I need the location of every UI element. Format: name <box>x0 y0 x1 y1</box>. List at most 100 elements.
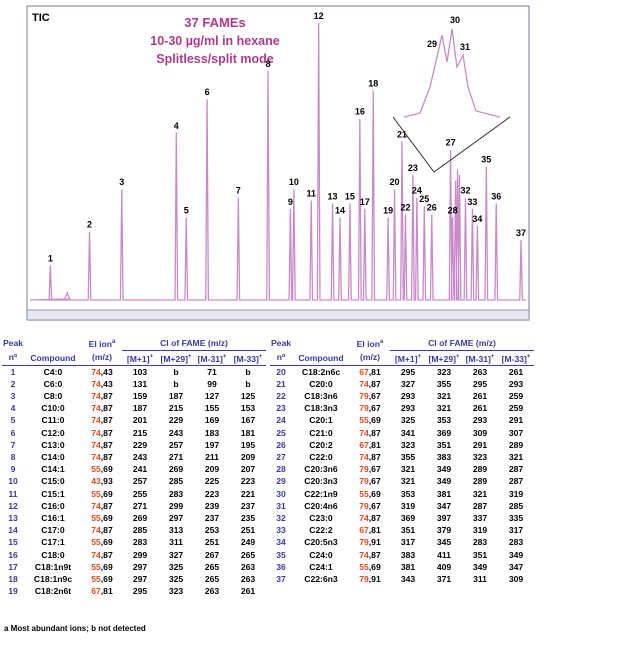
ci-value: 295 <box>400 366 416 377</box>
ci-value: 351 <box>400 525 416 536</box>
ci-value: 257 <box>132 476 148 487</box>
peak-number: 18 <box>8 574 18 585</box>
chart-frame <box>26 5 530 321</box>
ci-value: 349 <box>436 476 452 487</box>
ci-value: 293 <box>400 403 416 414</box>
ci-value: 211 <box>205 452 219 463</box>
ci-value: 103 <box>132 366 148 377</box>
ei-ion: 67,81 <box>359 366 381 377</box>
table-row: 2 C6:0 74,43 131 b 99 b <box>2 378 266 390</box>
table-row: 6 C12:0 74,87 215 243 183 181 <box>2 427 266 439</box>
ci-value: 351 <box>436 439 452 450</box>
ei-ion: 79,67 <box>359 500 381 511</box>
compound-name: C17:1 <box>41 537 65 548</box>
ei-ion: 79,67 <box>359 403 381 414</box>
ei-ion: 74,87 <box>91 415 113 426</box>
compound-name: C17:0 <box>41 525 65 536</box>
compound-name: C20:0 <box>309 378 333 389</box>
peak-number: 37 <box>276 574 286 585</box>
table-row: 22 C18:3n6 79,67 293 321 261 259 <box>270 390 534 402</box>
peak-label: 2 <box>87 220 92 230</box>
ci-value: 209 <box>204 464 220 475</box>
ci-col-m31-right: [M-31]+ <box>465 353 495 364</box>
ci-value: 295 <box>472 378 488 389</box>
compound-name: C11:0 <box>41 415 65 426</box>
compound-name: C6:0 <box>43 378 63 389</box>
inset-pointer <box>392 116 511 173</box>
table-row: 7 C13:0 74,87 229 257 197 195 <box>2 439 266 451</box>
ci-value: 325 <box>168 561 184 572</box>
ci-value: 323 <box>168 586 184 597</box>
ci-value: 131 <box>132 378 148 389</box>
compound-name: C21:0 <box>309 427 333 438</box>
ci-value: 383 <box>436 452 452 463</box>
ei-unit-header: (m/z) <box>91 352 113 363</box>
peak-label: 23 <box>408 163 418 173</box>
ci-col-m33-right: [M-33]+ <box>501 353 531 364</box>
ci-value: 341 <box>400 427 416 438</box>
peak-label: 1 <box>48 253 53 263</box>
ci-value: 355 <box>400 452 416 463</box>
table-footnote: a Most abundant ions; b not detected <box>4 624 146 633</box>
ci-value: 159 <box>132 391 148 402</box>
ei-ion: 79,67 <box>359 476 381 487</box>
compound-name: C22:6n3 <box>304 574 338 585</box>
compound-name: C22:1n9 <box>304 488 338 499</box>
inset-peak-label: 29 <box>427 39 437 49</box>
ci-value: 99 <box>207 378 217 389</box>
peak-label: 16 <box>355 107 365 117</box>
ci-value: 237 <box>240 500 256 511</box>
peak-number: 16 <box>8 549 18 560</box>
peak-number: 15 <box>8 537 18 548</box>
ci-header: CI of FAME (m/z) <box>122 336 266 351</box>
ci-value: b <box>245 366 251 377</box>
ci-value: 229 <box>168 415 184 426</box>
table-row: 5 C11:0 74,87 201 229 169 167 <box>2 414 266 426</box>
ci-value: 311 <box>169 537 183 548</box>
ci-value: 349 <box>436 464 452 475</box>
ci-value: 323 <box>436 366 452 377</box>
ci-value: 321 <box>400 464 416 475</box>
ci-value: 269 <box>168 464 184 475</box>
peak-label: 7 <box>236 186 241 196</box>
ci-value: 319 <box>508 488 524 499</box>
ci-value: 371 <box>436 574 452 585</box>
ei-ion: 55,69 <box>91 488 113 499</box>
ci-value: 349 <box>472 561 488 572</box>
ci-value: 251 <box>204 537 220 548</box>
ci-value: 313 <box>168 525 184 536</box>
peak-label: 8 <box>266 59 271 69</box>
peak-number: 35 <box>276 549 286 560</box>
ei-ion: 74,43 <box>91 378 113 389</box>
peak-number: 34 <box>276 537 286 548</box>
table-right-body: 20 C18:2n6c 67,81 295 323 263 261 21 C20:0 74,87 3… <box>270 365 534 585</box>
peak-number: 23 <box>276 403 286 414</box>
ci-value: 321 <box>400 476 416 487</box>
compound-name: C18:1n9t <box>34 561 72 572</box>
ci-value: 181 <box>240 427 256 438</box>
ci-value: 355 <box>436 378 452 389</box>
ci-value: 263 <box>240 574 256 585</box>
ci-value: 411 <box>437 549 451 560</box>
chromatogram-chart: TIC 37 FAMEs 10-30 µg/ml in hexane Split… <box>26 5 530 321</box>
peak-label: 25 <box>419 194 429 204</box>
peak-number: 9 <box>10 464 16 475</box>
chart-title-line-1: 37 FAMEs <box>184 15 245 30</box>
ci-value: b <box>245 378 251 389</box>
ci-value: 353 <box>400 488 416 499</box>
ci-value: 283 <box>472 537 488 548</box>
table-row: 29 C20:3n3 79,67 321 349 289 287 <box>270 475 534 487</box>
table-row: 19 C18:2n6t 67,81 295 323 263 261 <box>2 585 266 597</box>
peak-label: 26 <box>427 203 437 213</box>
ci-value: 297 <box>168 513 184 524</box>
ci-col-m1: [M+1]+ <box>126 353 154 364</box>
compound-name: C20:1 <box>309 415 333 426</box>
table-row: 32 C23:0 74,87 369 397 337 335 <box>270 512 534 524</box>
compound-name: C20:2 <box>309 439 333 450</box>
ei-ion: 43,93 <box>91 476 113 487</box>
ci-value: 271 <box>132 500 148 511</box>
ei-ion: 55,69 <box>91 574 113 585</box>
table-row: 24 C20:1 55,69 325 353 293 291 <box>270 414 534 426</box>
peak-number: 14 <box>8 525 18 536</box>
ci-value: 283 <box>132 537 148 548</box>
